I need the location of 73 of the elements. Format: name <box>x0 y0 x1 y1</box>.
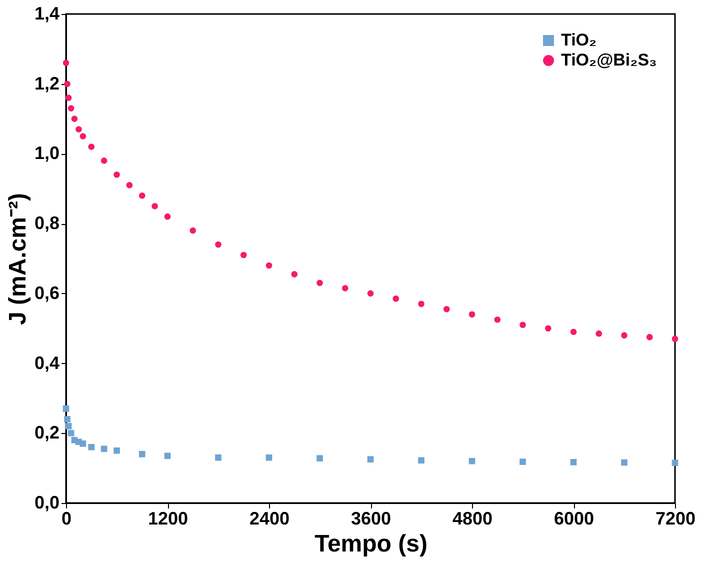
point <box>88 144 95 150</box>
point <box>100 446 108 452</box>
point <box>65 422 72 430</box>
point <box>266 454 272 461</box>
point <box>65 94 72 101</box>
point <box>672 336 678 342</box>
point <box>138 192 146 199</box>
point <box>71 116 78 122</box>
point <box>621 459 628 466</box>
point <box>100 158 108 164</box>
point <box>164 213 171 220</box>
point <box>152 202 158 210</box>
point <box>443 306 450 312</box>
point <box>62 60 70 66</box>
y-tick-label: 0,8 <box>34 213 60 234</box>
point <box>468 458 476 464</box>
point <box>76 126 82 132</box>
y-tick-label: 0,4 <box>34 352 60 373</box>
legend-label: TiO₂ <box>561 30 597 50</box>
point <box>88 444 95 450</box>
x-tick-label: 4800 <box>452 508 493 528</box>
point <box>494 316 501 323</box>
y-axis-title: J (mA.cm⁻²) <box>4 192 32 326</box>
point <box>215 454 222 461</box>
point <box>418 457 424 464</box>
point <box>418 300 424 308</box>
point <box>468 311 476 318</box>
x-tick-label: 6000 <box>554 508 594 528</box>
x-tick-label: 2400 <box>249 508 290 528</box>
point <box>621 332 628 338</box>
point <box>291 271 298 278</box>
point <box>114 447 120 454</box>
point <box>596 330 602 337</box>
point <box>114 172 120 178</box>
point <box>62 406 70 412</box>
point <box>240 252 247 258</box>
point <box>68 430 74 436</box>
x-tick-label: 3600 <box>350 508 392 528</box>
y-tick-label: 0,0 <box>34 492 60 512</box>
point <box>672 460 678 466</box>
point <box>80 133 86 140</box>
y-tick-label: 0,6 <box>34 282 60 303</box>
point <box>646 334 653 340</box>
point <box>392 296 400 302</box>
x-tick-label: 1200 <box>148 508 188 528</box>
point <box>164 452 171 460</box>
x-axis-title: Tempo (s) <box>314 530 428 558</box>
point <box>190 227 196 234</box>
point <box>126 182 133 188</box>
point <box>316 280 323 286</box>
y-tick-label: 0,2 <box>34 422 60 443</box>
point <box>570 328 577 336</box>
point <box>64 416 70 422</box>
point <box>215 241 222 248</box>
point <box>138 450 146 458</box>
point <box>316 455 323 462</box>
point <box>520 458 526 465</box>
y-tick-label: 1,0 <box>34 143 60 164</box>
point <box>80 440 86 447</box>
y-tick-label: 1,2 <box>34 73 60 94</box>
point <box>342 285 348 292</box>
point <box>367 290 374 297</box>
x-tick-label: 7200 <box>655 508 696 528</box>
x-tick-label: 0 <box>61 508 72 528</box>
point <box>68 105 74 112</box>
y-tick-label: 1,4 <box>34 4 60 24</box>
legend-label: TiO₂@Bi₂S₃ <box>561 50 657 70</box>
point <box>520 322 526 328</box>
point <box>64 80 70 88</box>
point <box>367 456 374 462</box>
point <box>570 458 577 466</box>
point <box>266 262 272 269</box>
point <box>544 325 552 332</box>
